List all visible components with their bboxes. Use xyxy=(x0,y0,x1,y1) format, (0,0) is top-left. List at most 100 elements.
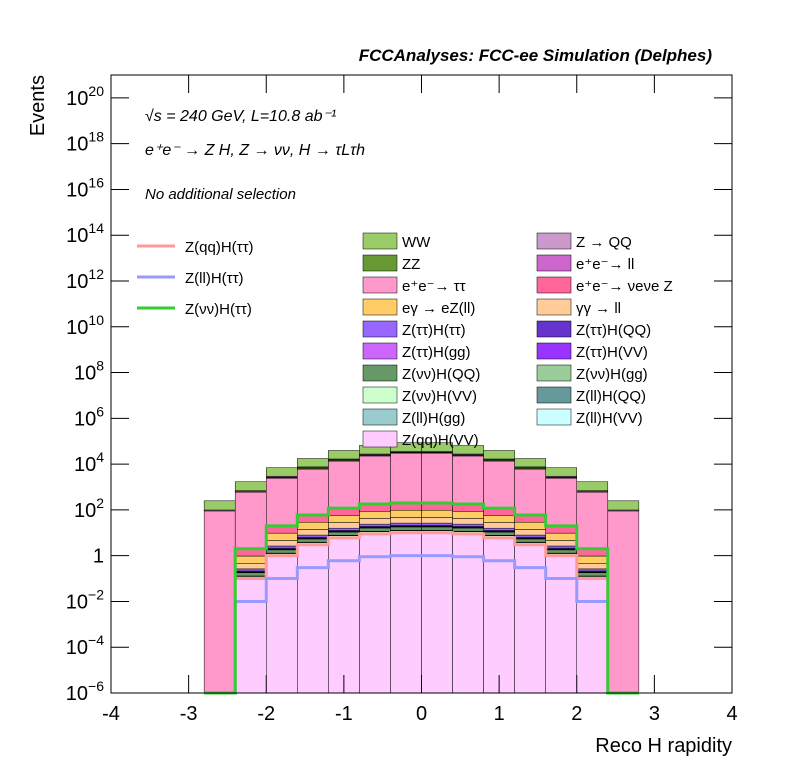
legend-swatch xyxy=(536,408,572,426)
bar-segment xyxy=(483,537,515,694)
legend-label: Z(ττ)H(QQ) xyxy=(576,322,651,339)
bar-segment xyxy=(266,540,298,547)
bar-segment xyxy=(234,555,267,564)
legend-label: e⁺e⁻→ ll xyxy=(576,256,634,273)
bar-segment xyxy=(514,534,546,538)
histogram-line xyxy=(204,554,639,695)
x-tick-label: 1 xyxy=(494,703,505,725)
bar-segment xyxy=(545,545,578,549)
y-tick-label: 10−4 xyxy=(66,632,104,659)
legend-label: Z(ττ)H(ττ) xyxy=(402,322,466,339)
legend-label: Z(qq)H(VV) xyxy=(402,432,479,449)
y-tick-base: 10 xyxy=(66,179,88,201)
legend-label: Z(ll)H(ττ) xyxy=(185,270,244,287)
y-tick-exponent: −4 xyxy=(88,632,104,648)
y-tick-base: 10 xyxy=(66,134,88,156)
legend-label: Z(ll)H(VV) xyxy=(576,410,643,427)
legend-label: e⁺e⁻→ νeνe Z xyxy=(576,278,673,295)
y-tick-exponent: 4 xyxy=(96,449,104,465)
bar-segment xyxy=(452,527,484,532)
bar-segment xyxy=(390,517,422,524)
legend-swatch xyxy=(536,386,572,404)
bar-segment xyxy=(576,555,609,564)
bar-segment xyxy=(328,531,360,536)
y-tick-base: 10 xyxy=(74,363,96,385)
bar-segment xyxy=(545,477,578,527)
legend-label: ZZ xyxy=(402,256,420,273)
bar-segment xyxy=(234,568,267,572)
bar-segment xyxy=(576,563,609,570)
legend-label: e⁺e⁻→ ττ xyxy=(402,278,466,295)
bar-segment xyxy=(545,555,578,694)
histogram-line xyxy=(204,531,639,695)
bar-segment xyxy=(421,522,453,526)
x-tick-label: 3 xyxy=(649,703,660,725)
y-tick-label: 106 xyxy=(74,403,104,430)
bar-segment xyxy=(514,529,546,536)
bar-segment xyxy=(452,523,484,527)
bar-segment xyxy=(359,523,391,527)
y-tick-label: 108 xyxy=(74,358,104,385)
y-tick-label: 1010 xyxy=(66,312,104,339)
legend-label: WW xyxy=(402,234,431,251)
bar-segment xyxy=(421,509,453,518)
y-tick-label: 104 xyxy=(74,449,104,476)
bar-segment xyxy=(421,517,453,524)
y-tick-label: 1014 xyxy=(66,220,104,247)
y-tick-label: 1016 xyxy=(66,174,104,201)
y-tick-label: 10−6 xyxy=(66,678,104,705)
y-tick-base: 10 xyxy=(66,88,88,110)
bar-segment xyxy=(514,521,546,530)
legend-label: Z(ττ)H(gg) xyxy=(402,344,471,361)
bar-segment xyxy=(514,538,546,543)
legend-label: Z(νν)H(QQ) xyxy=(402,366,480,383)
bar-segment xyxy=(576,481,609,491)
x-tick-label: -1 xyxy=(335,703,353,725)
legend-swatch xyxy=(362,320,398,338)
y-tick-exponent: 18 xyxy=(88,129,104,145)
bar-segment xyxy=(297,534,329,538)
bar-segment xyxy=(483,531,515,536)
y-tick-exponent: −6 xyxy=(88,678,104,694)
bar-segment xyxy=(390,532,422,694)
y-tick-exponent: 6 xyxy=(96,403,104,419)
y-tick-base: 10 xyxy=(66,637,88,659)
annotation: √s = 240 GeV, L=10.8 ab⁻¹ xyxy=(145,108,336,125)
bar-segment xyxy=(234,563,267,570)
histogram-line xyxy=(204,501,639,695)
y-tick-base: 10 xyxy=(66,225,88,247)
bar-segment xyxy=(266,545,298,549)
bar-segment xyxy=(297,529,329,536)
y-tick-base: 10 xyxy=(66,317,88,339)
y-tick-label: 102 xyxy=(74,495,104,522)
y-tick-base: 10 xyxy=(74,454,96,476)
bar-segment xyxy=(234,491,267,550)
bar-segment xyxy=(607,500,640,511)
legend-swatch xyxy=(362,342,398,360)
bar-segment xyxy=(359,511,391,519)
legend-swatch xyxy=(536,232,572,250)
bar-segment xyxy=(545,549,578,554)
bar-segment xyxy=(359,533,391,694)
legend-swatch xyxy=(536,276,572,294)
bar-segment xyxy=(359,518,391,525)
legend-swatch xyxy=(536,342,572,360)
y-axis-label: Events xyxy=(27,75,49,136)
y-tick-exponent: 10 xyxy=(88,312,104,328)
y-tick-exponent: 16 xyxy=(88,174,104,190)
x-tick-label: 0 xyxy=(416,703,427,725)
bar-segment xyxy=(390,526,422,531)
bar-segment xyxy=(203,510,236,694)
bar-segment xyxy=(328,460,360,509)
legend-swatch xyxy=(362,276,398,294)
bar-segment xyxy=(297,521,329,530)
legend-swatch xyxy=(536,298,572,316)
bar-segment xyxy=(576,572,609,577)
bar-segment xyxy=(266,532,298,541)
bar-segment xyxy=(234,481,267,491)
bar-segment xyxy=(266,467,298,477)
bar-segment xyxy=(452,445,484,455)
bar-segment xyxy=(359,527,391,532)
legend-label: Z(νν)H(VV) xyxy=(402,388,477,405)
